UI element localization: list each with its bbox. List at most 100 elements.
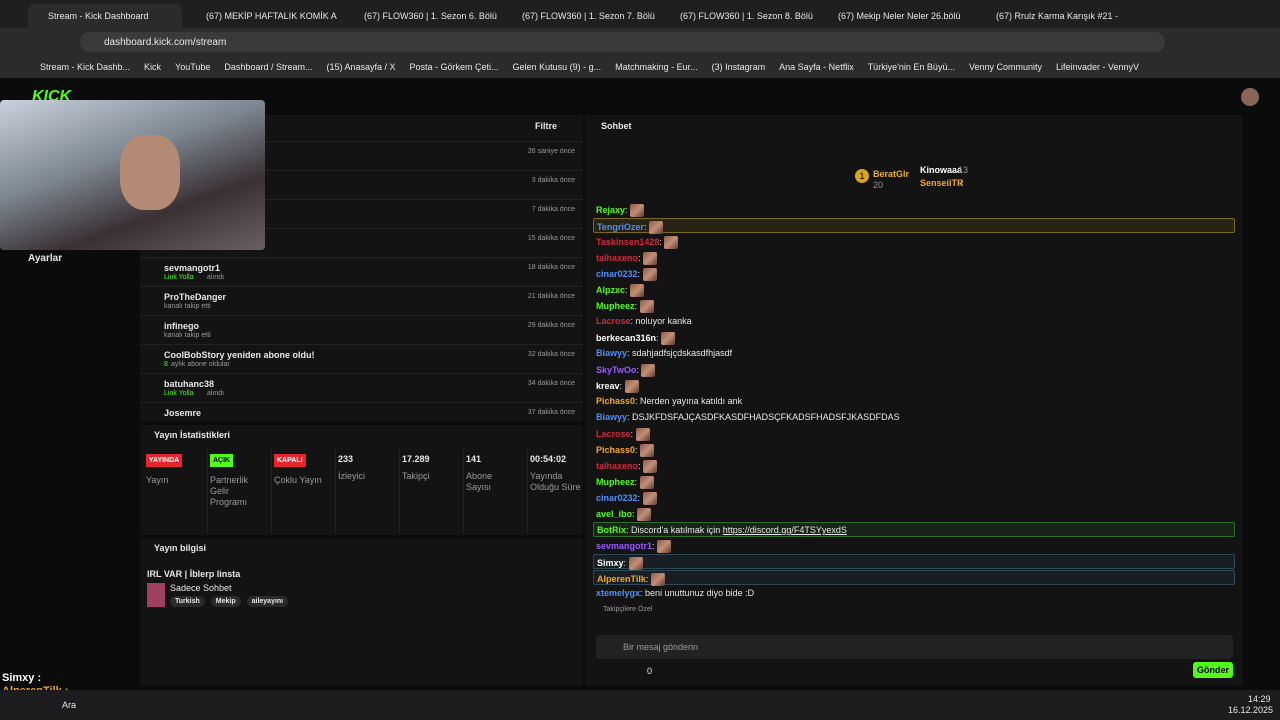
chat-user[interactable]: BotRix — [597, 525, 626, 535]
chat-user[interactable]: Rejaxy — [596, 204, 626, 215]
bookmark[interactable]: Kick — [144, 62, 162, 72]
chat-user[interactable]: Taskinsen1428 — [596, 236, 660, 247]
chat-user[interactable]: avel_ibo — [596, 508, 633, 519]
chat-user[interactable]: cinar0232 — [596, 268, 638, 279]
stats-panel: Yayın İstatistikleri YAYINDA Yayın AÇIK Par… — [140, 425, 592, 535]
bookmark[interactable]: Posta - Görkem Çeti... — [409, 62, 499, 72]
tag[interactable]: aileyayını — [246, 596, 289, 607]
bookmark[interactable]: Stream - Kick Dashb... — [40, 62, 131, 72]
tab[interactable]: (67) Mekip Neler Neler 26.bölü — [838, 11, 961, 21]
chat-text: noluyor kanka — [635, 316, 692, 326]
tab-bar: Stream - Kick Dashboard (67) MEKİP HAFTAL… — [0, 0, 1280, 28]
chat-user[interactable]: Biawyy — [596, 412, 628, 422]
filter[interactable]: Filtre — [535, 121, 558, 131]
chat-user[interactable]: SkyTwOo — [596, 364, 637, 375]
chat-message: sevmangotr1: — [593, 538, 1235, 553]
settings[interactable]: Ayarlar — [28, 253, 63, 264]
event-highlight: Link Yolla — [164, 390, 194, 397]
chat-user[interactable]: cinar0232 — [596, 492, 638, 503]
chat-message: Mupheez: — [593, 474, 1235, 489]
colon: : — [659, 236, 665, 247]
send-button[interactable]: Gönder — [1193, 662, 1233, 678]
search[interactable]: Ara — [62, 700, 77, 710]
overlay-user: Simxy : — [2, 672, 42, 684]
chat-user[interactable]: talhaxeno — [596, 460, 639, 471]
chat-text: Nerden yayına katıldı ank — [640, 396, 743, 406]
colon: : — [645, 573, 651, 584]
chat-user[interactable]: Pichass0 — [596, 444, 636, 455]
count: 0 — [647, 666, 653, 676]
chat-user[interactable]: xtemelygx — [596, 588, 641, 598]
colon: : — [636, 364, 642, 375]
chat-user[interactable]: Biawyy — [596, 348, 628, 358]
bookmark[interactable]: YouTube — [175, 62, 211, 72]
stat: YAYINDA Yayın — [146, 449, 208, 533]
bookmark[interactable]: Gelen Kutusu (9) - g... — [512, 62, 602, 72]
emote — [640, 444, 655, 457]
bookmark[interactable]: (15) Anasayfa / X — [326, 62, 396, 72]
tab[interactable]: (67) MEKİP HAFTALIK KOMİK A — [206, 11, 337, 21]
tab[interactable]: (67) Rrulz Karma Karışık #21 - — [996, 11, 1119, 21]
emote — [648, 221, 663, 234]
chat-user[interactable]: Lacrose — [596, 316, 631, 326]
colon: : — [626, 525, 632, 535]
chat-user[interactable]: TengriOzer — [597, 221, 644, 232]
chat-message: Lacrose: — [593, 426, 1235, 441]
category[interactable]: Sadece Sohbet — [170, 583, 232, 593]
colon: : — [627, 348, 633, 358]
bookmark[interactable]: Venny Community — [968, 62, 1042, 72]
tab[interactable]: (67) FLOW360 | 1. Sezon 6. Bölü — [364, 11, 497, 21]
chat-placeholder: Bir mesaj gönderin — [623, 642, 699, 652]
stats-title: Yayın İstatistikleri — [154, 430, 231, 440]
chat-user[interactable]: Lacrose — [596, 428, 631, 439]
chat-link[interactable]: https://discord.gg/F4TSYyexdS — [722, 525, 847, 535]
activity-row: infinego kanalı takip etti 29 dakika önce — [140, 315, 583, 344]
tab[interactable]: (67) FLOW360 | 1. Sezon 7. Bölü — [522, 11, 655, 21]
chat-input[interactable] — [596, 635, 1233, 659]
chat-message: Pichass0: Nerden yayına katıldı ank — [593, 394, 1235, 409]
webcam-overlay — [0, 100, 265, 250]
emote — [639, 300, 654, 313]
address-bar[interactable] — [80, 32, 1165, 52]
tags: Turkish Mekip aileyayını — [170, 596, 289, 607]
info-panel: Yayın bilgisi IRL VAR | İblerp linsta Sa… — [140, 538, 583, 686]
chat-user[interactable]: Mupheez — [596, 476, 635, 487]
stream-title: IRL VAR | İblerp linsta — [147, 569, 241, 579]
bookmark[interactable]: Dashboard / Stream... — [224, 62, 313, 72]
toolbar: dashboard.kick.com/stream — [0, 28, 1280, 56]
activity-row: ProTheDanger kanalı takip etti 21 dakika ö… — [140, 286, 583, 315]
streamer — [120, 135, 180, 210]
bookmark[interactable]: Lifeinvader - VennyV — [1056, 62, 1140, 72]
bookmark[interactable]: (3) Instagram — [711, 62, 766, 72]
chat-message: Biawyy: DSJKFDSFAJÇASDFKASDFHADSÇFKADSFH… — [593, 410, 1235, 425]
colon: : — [623, 557, 629, 568]
avatar[interactable] — [1241, 88, 1259, 106]
chat-user[interactable]: Mupheez — [596, 300, 635, 311]
bookmark[interactable]: Matchmaking - Eur... — [615, 62, 698, 72]
chat-user[interactable]: talhaxeno — [596, 252, 639, 263]
colon: : — [637, 268, 643, 279]
stat-label: Yayında Olduğu Süre — [530, 471, 581, 492]
event-detail: alındı — [207, 274, 225, 281]
bookmarks-bar: Stream - Kick Dashb... Kick YouTube Dashboa… — [0, 56, 1280, 78]
chat-user[interactable]: AlperenTilk — [597, 573, 646, 584]
tag[interactable]: Mekip — [210, 596, 241, 607]
chat-user[interactable]: Simxy — [597, 557, 624, 568]
chat-user[interactable]: Pichass0 — [596, 396, 636, 406]
chat-user[interactable]: berkecan316n — [596, 332, 657, 343]
chat-user[interactable]: Alpzxc — [596, 284, 626, 295]
chat-user[interactable]: sevmangotr1 — [596, 540, 653, 551]
stat-label: İzleyici — [338, 471, 366, 481]
tab[interactable]: Stream - Kick Dashboard — [28, 4, 182, 28]
stat-label: Çoklu Yayın — [274, 475, 322, 485]
chat-user[interactable]: kreav — [596, 380, 620, 391]
bookmark[interactable]: Türkiye'nin En Büyü... — [867, 62, 955, 72]
bookmark[interactable]: Ana Sayfa - Netflix — [779, 62, 854, 72]
leader-name: Kinowaaa — [920, 165, 963, 175]
stat: 141 Abone Sayısı — [466, 449, 528, 533]
stat-badge: KAPALI — [274, 454, 306, 467]
emote — [642, 492, 657, 505]
colon: : — [643, 221, 649, 232]
tag[interactable]: Turkish — [170, 596, 205, 607]
tab[interactable]: (67) FLOW360 | 1. Sezon 8. Bölü — [680, 11, 813, 21]
